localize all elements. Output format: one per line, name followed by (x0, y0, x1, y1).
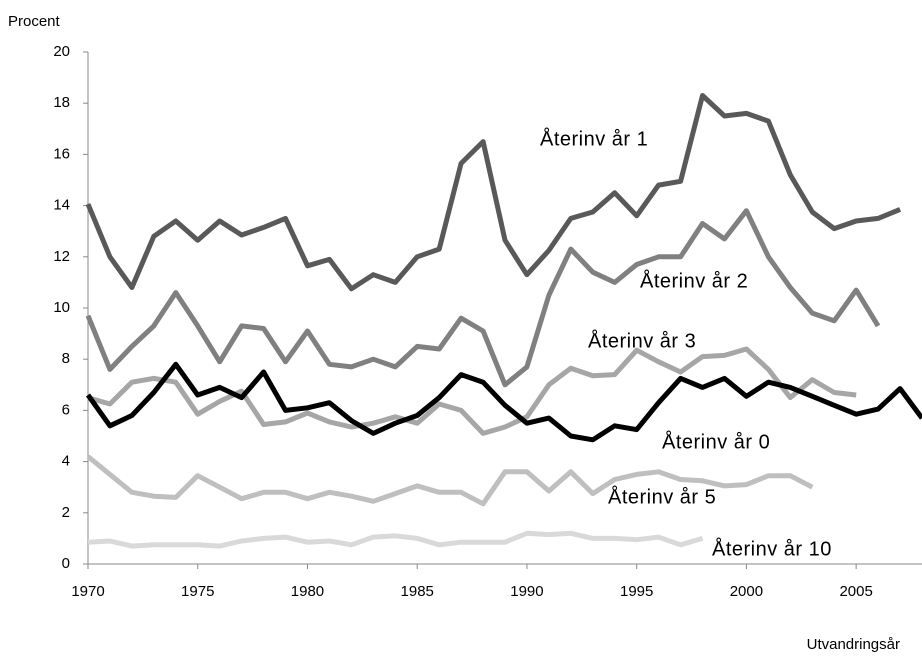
x-tick-label: 1995 (620, 583, 653, 600)
series-line (85, 208, 881, 388)
x-tick-label: 1970 (71, 583, 104, 600)
series-line (85, 361, 922, 443)
y-tick-label: 2 (62, 504, 70, 521)
y-tick-label: 20 (53, 43, 70, 60)
series-line (85, 93, 902, 292)
x-tick-label: 1985 (401, 583, 434, 600)
x-tick-label: 2000 (730, 583, 763, 600)
series-label: Återinv år 5 (608, 485, 716, 508)
y-tick-label: 8 (62, 350, 70, 367)
series-label: Återinv år 2 (640, 269, 748, 292)
y-tick-label: 10 (53, 299, 70, 316)
x-tick-label: 2005 (839, 583, 872, 600)
y-tick-label: 4 (62, 453, 70, 470)
y-tick-label: 6 (62, 401, 70, 418)
series-label: Återinv år 3 (588, 329, 696, 352)
series-label: Återinv år 1 (540, 127, 648, 150)
y-axis-title: Procent (8, 13, 61, 30)
series-label: Återinv år 10 (712, 537, 832, 560)
y-tick-label: 0 (62, 555, 70, 572)
series-line (86, 454, 814, 507)
series-line (87, 530, 704, 549)
series-label: Återinv år 0 (662, 430, 770, 453)
x-axis-title: Utvandringsår (807, 636, 900, 653)
y-tick-label: 16 (53, 145, 70, 162)
series-line (87, 346, 857, 436)
y-tick-label: 14 (53, 197, 70, 214)
y-tick-label: 12 (53, 248, 70, 265)
x-tick-label: 1990 (510, 583, 543, 600)
x-tick-label: 1975 (181, 583, 214, 600)
y-tick-label: 18 (53, 94, 70, 111)
x-tick-label: 1980 (291, 583, 324, 600)
